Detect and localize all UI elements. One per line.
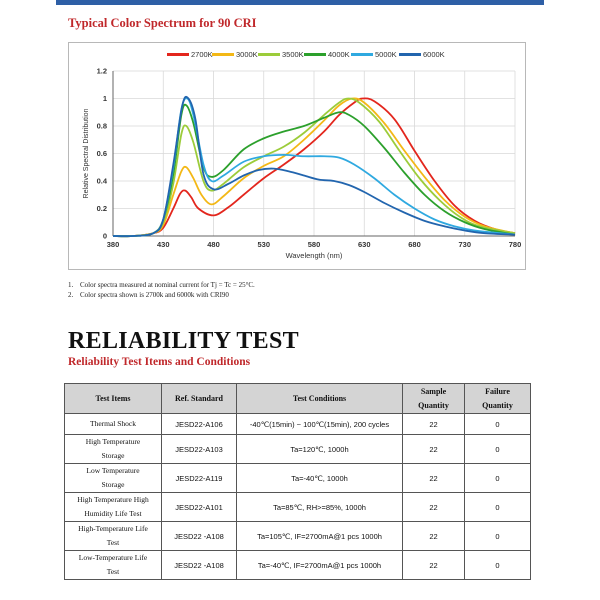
series-line-3500k xyxy=(112,97,516,238)
x-tick-label: 630 xyxy=(358,240,371,249)
reliability-table: Test Items Ref. Standard Test Conditions… xyxy=(64,383,531,580)
cell-sample-quantity: 22 xyxy=(402,413,465,435)
cell-ref-standard: JESD22-A103 xyxy=(161,434,237,464)
cell-test-item: Low-Temperature Life Test xyxy=(64,550,162,580)
x-tick-label: 680 xyxy=(408,240,421,249)
cell-sample-quantity: 22 xyxy=(402,434,465,464)
legend-label: 2700K xyxy=(191,50,213,59)
y-tick-label: 0 xyxy=(103,232,107,241)
header-failure-quantity: Failure Quantity xyxy=(464,383,531,414)
cell-test-conditions: -40℃(15min) ~ 100℃(15min), 200 cycles xyxy=(236,413,403,435)
x-tick-label: 780 xyxy=(509,240,522,249)
legend-label: 6000K xyxy=(423,50,445,59)
cell-failure-quantity: 0 xyxy=(464,434,531,464)
y-tick-label: 0.6 xyxy=(97,149,107,158)
legend-item-3500k: 3500K xyxy=(258,50,304,59)
chart-title: Typical Color Spectrum for 90 CRI xyxy=(68,16,257,30)
cell-failure-quantity: 0 xyxy=(464,492,531,522)
cell-test-conditions: Ta=105℃, IF=2700mA@1 pcs 1000h xyxy=(236,521,403,551)
cell-test-conditions: Ta=-40℃, 1000h xyxy=(236,463,403,493)
cell-sample-quantity: 22 xyxy=(402,521,465,551)
legend-item-6000k: 6000K xyxy=(399,50,445,59)
y-tick-label: 1 xyxy=(103,94,107,103)
y-tick-label: 0.2 xyxy=(97,204,107,213)
cell-test-item: High-Temperature Life Test xyxy=(64,521,162,551)
cell-test-conditions: Ta=120℃, 1000h xyxy=(236,434,403,464)
note-text: Color spectra measured at nominal curren… xyxy=(80,281,255,289)
legend-item-4000k: 4000K xyxy=(304,50,350,59)
legend-swatch xyxy=(212,53,234,56)
cell-ref-standard: JESD22-A106 xyxy=(161,413,237,435)
note-text: Color spectra shown is 2700k and 6000k w… xyxy=(80,291,229,299)
x-tick-label: 380 xyxy=(107,240,120,249)
table-header-row: Test Items Ref. Standard Test Conditions… xyxy=(64,383,531,414)
series-line-3000k xyxy=(112,97,516,238)
series-line-4000k xyxy=(112,103,516,238)
cell-sample-quantity: 22 xyxy=(402,492,465,522)
y-tick-label: 0.8 xyxy=(97,122,107,131)
legend-swatch xyxy=(351,53,373,56)
note-number: 1. xyxy=(68,281,74,289)
legend-label: 4000K xyxy=(328,50,350,59)
x-tick-label: 480 xyxy=(207,240,220,249)
table-row: Thermal Shock JESD22-A106 -40℃(15min) ~ … xyxy=(64,413,531,435)
series-line-6000k xyxy=(112,95,516,238)
legend-label: 3500K xyxy=(282,50,304,59)
legend-swatch xyxy=(304,53,326,56)
cell-failure-quantity: 0 xyxy=(464,413,531,435)
x-tick-label: 730 xyxy=(458,240,471,249)
cell-test-item: Low Temperature Storage xyxy=(64,463,162,493)
cell-ref-standard: JESD22-A119 xyxy=(161,463,237,493)
legend-item-2700k: 2700K xyxy=(167,50,213,59)
header-ref-standard: Ref. Standard xyxy=(161,383,237,414)
section-heading: RELIABILITY TEST xyxy=(68,328,299,354)
table-row: Low Temperature Storage JESD22-A119 Ta=-… xyxy=(64,463,531,493)
x-tick-label: 530 xyxy=(257,240,270,249)
top-accent-bar xyxy=(56,0,544,5)
note-item: 1. Color spectra measured at nominal cur… xyxy=(68,280,255,290)
cell-ref-standard: JESD22-A101 xyxy=(161,492,237,522)
legend-swatch xyxy=(167,53,189,56)
legend-swatch xyxy=(399,53,421,56)
y-tick-label: 0.4 xyxy=(97,177,108,186)
header-test-items: Test Items xyxy=(64,383,162,414)
spectrum-chart: 380 430 480 530 580 630 680 730 780 0 0.2 0.4 0.6 0.8… xyxy=(83,67,522,261)
legend-label: 5000K xyxy=(375,50,397,59)
legend-label: 3000K xyxy=(236,50,258,59)
legend-swatch xyxy=(258,53,280,56)
cell-failure-quantity: 0 xyxy=(464,550,531,580)
table-row: High Temperature High Humidity Life Test… xyxy=(64,492,531,522)
table-row: High-Temperature Life Test JESD22 -A108 … xyxy=(64,521,531,551)
spectrum-chart-frame: 380 430 480 530 580 630 680 730 780 0 0.2 0.4 0.6 0.8… xyxy=(68,42,526,270)
y-tick-label: 1.2 xyxy=(97,67,107,76)
x-tick-label: 430 xyxy=(157,240,170,249)
x-axis-label: Wavelength (nm) xyxy=(286,251,343,260)
note-number: 2. xyxy=(68,291,74,299)
cell-test-item: Thermal Shock xyxy=(64,413,162,435)
legend-item-5000k: 5000K xyxy=(351,50,397,59)
cell-test-conditions: Ta=85℃, RH>=85%, 1000h xyxy=(236,492,403,522)
cell-ref-standard: JESD22 -A108 xyxy=(161,521,237,551)
cell-test-item: High Temperature High Humidity Life Test xyxy=(64,492,162,522)
y-axis-label: Relative Spectral Distribution xyxy=(83,108,90,198)
cell-test-item: High Temperature Storage xyxy=(64,434,162,464)
cell-sample-quantity: 22 xyxy=(402,463,465,493)
cell-failure-quantity: 0 xyxy=(464,463,531,493)
chart-legend: 2700K 3000K 3500K 4000K 5000K 6000K xyxy=(69,45,527,65)
cell-ref-standard: JESD22 -A108 xyxy=(161,550,237,580)
table-row: Low-Temperature Life Test JESD22 -A108 T… xyxy=(64,550,531,580)
cell-test-conditions: Ta=-40℃, IF=2700mA@1 pcs 1000h xyxy=(236,550,403,580)
cell-sample-quantity: 22 xyxy=(402,550,465,580)
note-item: 2. Color spectra shown is 2700k and 6000… xyxy=(68,290,255,300)
series-line-2700k xyxy=(112,97,516,238)
cell-failure-quantity: 0 xyxy=(464,521,531,551)
x-tick-label: 580 xyxy=(308,240,321,249)
section-subheading: Reliability Test Items and Conditions xyxy=(68,356,251,368)
header-test-conditions: Test Conditions xyxy=(236,383,403,414)
table-row: High Temperature Storage JESD22-A103 Ta=… xyxy=(64,434,531,464)
legend-item-3000k: 3000K xyxy=(212,50,258,59)
header-sample-quantity: Sample Quantity xyxy=(402,383,465,414)
chart-notes: 1. Color spectra measured at nominal cur… xyxy=(68,280,255,300)
